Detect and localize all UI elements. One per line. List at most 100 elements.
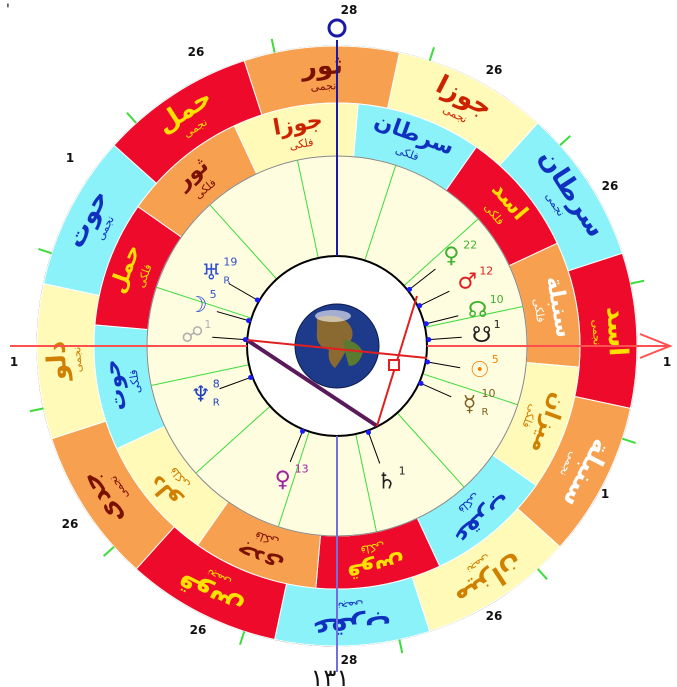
- planet-dot: [242, 337, 248, 343]
- planet-degree: 19: [223, 256, 237, 269]
- planet-degree: 12: [479, 264, 493, 277]
- south-node-icon: ☋: [472, 323, 492, 348]
- planet-degree: 5: [210, 288, 217, 301]
- north-node-icon: ☊: [468, 298, 488, 323]
- cusp-tick: [428, 47, 435, 61]
- svg-text:☽: ☽: [188, 293, 208, 318]
- cusp-tick: [102, 545, 115, 557]
- cusp-tick: [270, 38, 276, 53]
- planet-pointer: [212, 336, 246, 341]
- house-cusp-line: [209, 204, 278, 280]
- lilith-icon: ☍: [181, 323, 203, 348]
- cusp-degree-label: 26: [190, 623, 207, 637]
- planet-pointer: [219, 376, 251, 390]
- outer-sign-label-sub: نجمی: [589, 319, 603, 345]
- chart-axes: [10, 18, 673, 672]
- cusp-degree-label: 1: [10, 355, 18, 369]
- cusp-degree-label: 26: [486, 609, 503, 623]
- planet-dot: [248, 374, 254, 380]
- outer-sign-label-sub: نجمی: [337, 598, 363, 612]
- house-cusp-line: [355, 433, 377, 532]
- svg-text:☿: ☿: [463, 392, 477, 417]
- planet-dot: [365, 429, 371, 435]
- house-cusp-line: [396, 412, 465, 488]
- svg-text:♀: ♀: [275, 467, 291, 492]
- cusp-degree-label: 26: [188, 45, 205, 59]
- svg-text:♅: ♅: [202, 261, 222, 286]
- planet-pointer: [427, 361, 461, 369]
- cusp-degree-label: 26: [602, 179, 619, 193]
- cusp-tick: [239, 631, 246, 645]
- planet-degree: 22: [463, 239, 477, 252]
- planet-pointer: [216, 311, 249, 322]
- house-cusp-line: [195, 405, 271, 474]
- planet-dot: [426, 337, 432, 343]
- planet-pointer: [367, 432, 381, 464]
- cusp-tick: [559, 135, 572, 147]
- inner-sign-label-sub: فلکی: [288, 136, 314, 153]
- planet-pointer: [289, 431, 303, 463]
- chart-core: [29, 38, 645, 654]
- cusp-tick: [29, 407, 44, 413]
- outer-sign-label: اسد: [600, 306, 633, 357]
- house-cusp-line: [364, 165, 397, 261]
- inner-sign-label-sub: فلکی: [530, 297, 547, 323]
- svg-text:☍: ☍: [181, 323, 203, 348]
- cusp-tick: [536, 568, 548, 581]
- dsc-arrow-icon: [639, 333, 673, 359]
- sun-icon: ☉: [470, 358, 490, 383]
- retrograde-marker: R: [213, 398, 220, 409]
- svg-text:☉: ☉: [470, 358, 490, 383]
- cusp-degree-label: 1: [663, 355, 671, 369]
- house-cusp-line: [277, 431, 310, 527]
- cusp-tick: [622, 437, 636, 444]
- outer-sign-label: عقرب: [312, 609, 392, 643]
- planet-glyphs: ♀ 22♂ 12☊ 10☋ 1☉ 5☿ 10R♄ 1♀ 13♆ 8R☍ 1☽ 5♅ 19R: [181, 239, 503, 495]
- aspect-line: [245, 338, 379, 428]
- planet-degree: 13: [295, 462, 309, 475]
- inner-sign-label-sub: فلکی: [360, 539, 386, 556]
- svg-text:♂: ♂: [457, 269, 477, 294]
- earth-icon: [294, 303, 380, 389]
- house-cusp-line: [151, 364, 250, 386]
- chart-footer-text: ١٣١: [311, 664, 350, 687]
- cusp-degree-label: 26: [62, 517, 79, 531]
- house-cusp-line: [403, 218, 479, 287]
- mars-icon: ♂: [457, 269, 477, 294]
- planet-degree: 1: [399, 464, 406, 477]
- mercury-icon: ☿: [463, 392, 477, 417]
- aspect-square-icon: [388, 359, 400, 371]
- planet-dot: [246, 318, 252, 324]
- cusp-tick: [398, 639, 404, 654]
- svg-text:♄: ♄: [377, 469, 397, 494]
- outer-sign-label-sub: نجمی: [70, 346, 84, 372]
- cusp-degree-label: 26: [486, 63, 503, 77]
- planet-dot: [406, 286, 412, 292]
- retrograde-marker: R: [481, 407, 488, 418]
- planet-degree: 5: [492, 353, 499, 366]
- retrograde-marker: R: [223, 276, 230, 287]
- corner-mark: ': [6, 2, 10, 18]
- planet-dot: [417, 303, 423, 309]
- house-cusp-line: [422, 373, 518, 406]
- svg-text:☋: ☋: [472, 323, 492, 348]
- planet-dot: [300, 428, 306, 434]
- inner-sign-label-sub: فلکی: [127, 369, 144, 395]
- outer-sign-label: دلو: [41, 340, 73, 383]
- uranus-icon: ♅: [202, 261, 222, 286]
- planet-dot: [425, 359, 431, 365]
- neptune-icon: ♆: [191, 383, 211, 408]
- svg-text:♀: ♀: [443, 244, 459, 269]
- cusp-tick: [38, 248, 52, 255]
- venus-icon: ♀: [443, 244, 459, 269]
- planet-dot: [418, 380, 424, 386]
- planet-dot: [254, 297, 260, 303]
- mc-marker-icon: [327, 18, 347, 38]
- cusp-labels: 28 26 26 1 1 26 28 26 26 1 1 26: [10, 3, 671, 667]
- planet-degree: 10: [490, 293, 504, 306]
- planet-pointer: [419, 290, 450, 307]
- planet-pointer: [428, 336, 462, 341]
- cusp-degree-label: 28: [341, 653, 358, 667]
- svg-text:♆: ♆: [191, 383, 211, 408]
